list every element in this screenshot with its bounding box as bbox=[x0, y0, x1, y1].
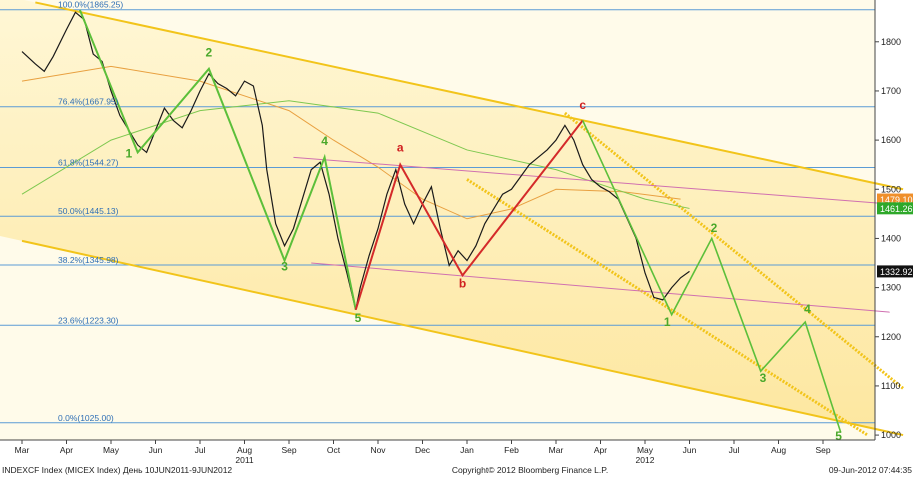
x-tick-label: Oct bbox=[327, 445, 341, 455]
price-tag-label: 1479.10 bbox=[880, 195, 913, 205]
moving-average-line bbox=[293, 156, 890, 205]
y-tick-label: 1200 bbox=[881, 332, 901, 342]
x-tick-label: Mar bbox=[549, 445, 564, 455]
fib-level-label: 50.0%(1445.13) bbox=[58, 206, 119, 216]
wave-label: 5 bbox=[355, 311, 362, 325]
x-tick-label: Sep bbox=[815, 445, 830, 455]
wave-label: c bbox=[579, 98, 586, 112]
y-tick-label: 1100 bbox=[881, 381, 900, 391]
price-tag: 1332.92 bbox=[877, 265, 913, 278]
y-tick-label: 1600 bbox=[881, 135, 901, 145]
footer-right: 09-Jun-2012 07:44:35 bbox=[829, 465, 912, 475]
wave-label: b bbox=[459, 277, 466, 291]
footer-center: Copyright© 2012 Bloomberg Finance L.P. bbox=[452, 465, 608, 475]
y-tick-label: 1700 bbox=[881, 86, 901, 96]
projection-wave-line bbox=[581, 120, 842, 433]
price-tag-box bbox=[877, 202, 913, 215]
moving-average-line bbox=[311, 262, 890, 313]
impulse-wave-line bbox=[78, 9, 357, 310]
x-tick-label: Jun bbox=[683, 445, 697, 455]
wave-label: 5 bbox=[835, 429, 842, 443]
fib-level-label: 100.0%(1865.25) bbox=[58, 0, 123, 10]
price-tag-label: 1461.26 bbox=[880, 204, 913, 214]
x-tick-label: Sep bbox=[281, 445, 296, 455]
wave-label: 1 bbox=[125, 146, 132, 160]
moving-average-line bbox=[21, 100, 690, 209]
x-tick-label: Dec bbox=[415, 445, 431, 455]
wave-label: 4 bbox=[321, 134, 328, 148]
moving-average-line bbox=[21, 65, 681, 220]
fib-level-label: 0.0%(1025.00) bbox=[58, 413, 114, 423]
wave-label: 4 bbox=[804, 302, 811, 316]
y-tick-label: 1400 bbox=[881, 233, 901, 243]
wave-label: a bbox=[397, 140, 404, 154]
dashed-trend-line bbox=[466, 178, 869, 437]
x-tick-label: Jun bbox=[149, 445, 163, 455]
y-tick-label: 1300 bbox=[881, 283, 901, 293]
footer-left: INDEXCF Index (MICEX Index) День 10JUN20… bbox=[2, 465, 232, 475]
x-tick-label: Jan bbox=[460, 445, 474, 455]
y-tick-label: 1800 bbox=[881, 37, 901, 47]
x-tick-label: Jul bbox=[729, 445, 740, 455]
x-tick-label: Mar bbox=[15, 445, 30, 455]
wave-label: 1 bbox=[664, 315, 671, 329]
price-tag-box bbox=[877, 265, 913, 278]
year-label: 2011 bbox=[235, 455, 254, 465]
fib-level-label: 23.6%(1223.30) bbox=[58, 315, 119, 325]
price-tag: 1461.26 bbox=[877, 202, 913, 215]
wave-label: 2 bbox=[206, 46, 213, 60]
x-tick-label: May bbox=[103, 445, 120, 455]
x-tick-label: Aug bbox=[237, 445, 252, 455]
x-tick-label: Aug bbox=[771, 445, 786, 455]
year-label: 2012 bbox=[636, 455, 655, 465]
channel-boundary-line bbox=[35, 1, 904, 191]
fib-level-label: 38.2%(1345.98) bbox=[58, 255, 119, 265]
x-tick-label: Nov bbox=[370, 445, 386, 455]
wave-label: 3 bbox=[760, 371, 767, 385]
x-tick-label: Feb bbox=[504, 445, 519, 455]
x-tick-label: Apr bbox=[594, 445, 607, 455]
y-tick-label: 1000 bbox=[881, 430, 901, 440]
x-tick-label: Apr bbox=[60, 445, 73, 455]
wave-label: 3 bbox=[281, 259, 288, 273]
fib-level-label: 76.4%(1667.95) bbox=[58, 97, 119, 107]
price-tag-label: 1332.92 bbox=[880, 267, 913, 277]
corrective-wave-line bbox=[354, 119, 584, 311]
x-tick-label: May bbox=[637, 445, 654, 455]
x-tick-label: Jul bbox=[195, 445, 206, 455]
wave-label: 2 bbox=[711, 221, 718, 235]
channel-boundary-line bbox=[21, 239, 904, 437]
fib-level-label: 61.8%(1544.27) bbox=[58, 158, 119, 168]
dashed-trend-line bbox=[563, 111, 905, 390]
y-tick-label: 1500 bbox=[881, 184, 901, 194]
